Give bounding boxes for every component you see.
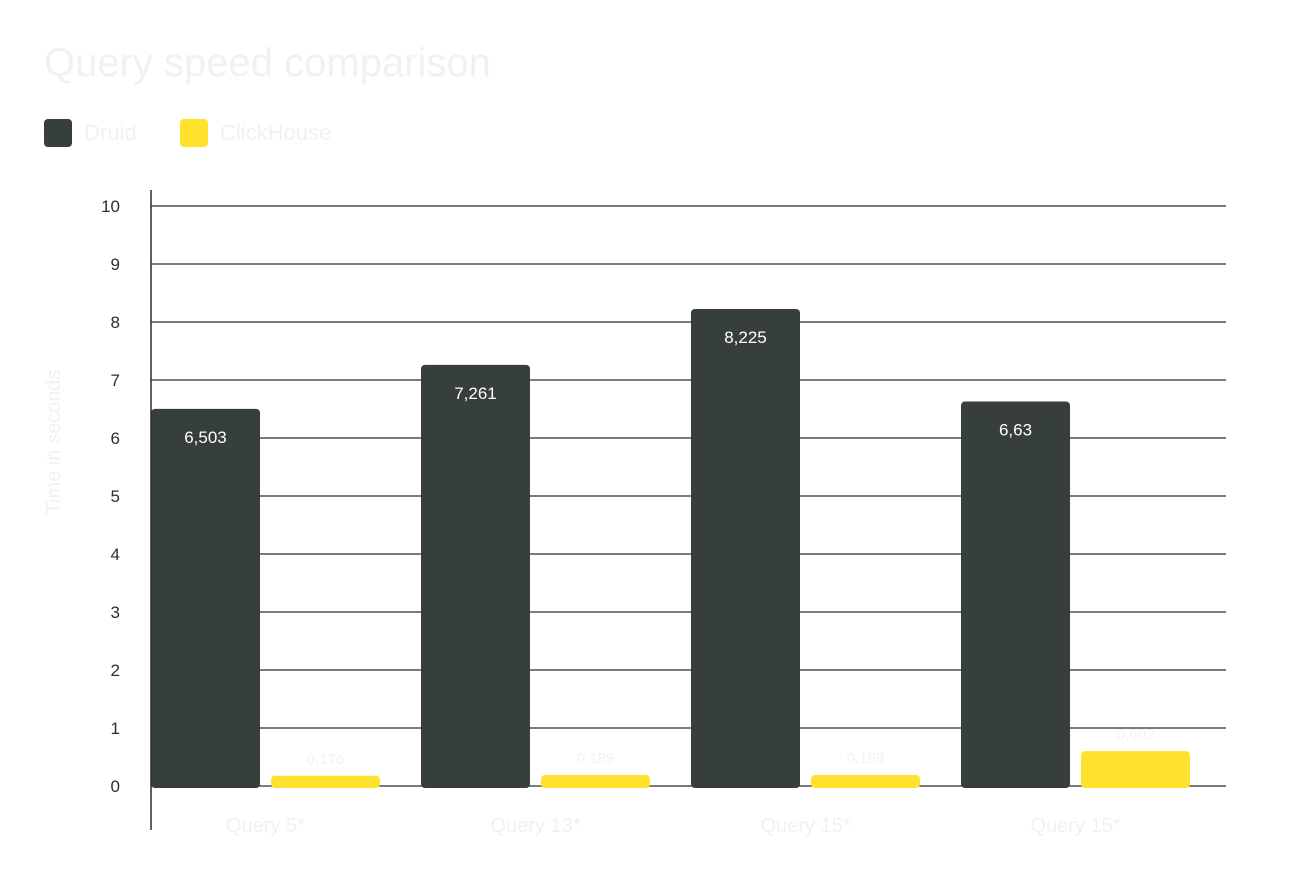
- data-label: 7,261: [454, 384, 497, 403]
- bar-druid: [961, 401, 1070, 788]
- data-label: 6,63: [999, 420, 1032, 439]
- x-tick-label: Query 5*: [226, 815, 305, 837]
- data-label: 0,189: [577, 750, 615, 767]
- bar-clickhouse: [271, 775, 380, 788]
- bars: [151, 308, 1190, 788]
- legend-swatch-druid: [44, 119, 72, 147]
- data-label: 0,176: [307, 751, 345, 768]
- y-tick-label: 8: [111, 313, 120, 332]
- x-tick-label: Query 15*: [760, 815, 850, 837]
- bar-druid: [691, 308, 800, 788]
- y-tick-label: 5: [111, 487, 120, 506]
- data-label: 6,503: [184, 428, 227, 447]
- legend-swatch-clickhouse: [180, 119, 208, 147]
- legend-label-druid: Druid: [84, 120, 137, 145]
- y-tick-label: 1: [111, 719, 120, 738]
- value-labels: 6,503 0,176 7,261 0,189 8,225 0,189 6,63 0,602: [184, 328, 1154, 768]
- bar-clickhouse: [811, 775, 920, 788]
- y-tick-labels: 0 1 2 3 4 5 6 7 8 9 10: [101, 197, 120, 796]
- bar-clickhouse: [1081, 751, 1190, 788]
- y-tick-label: 7: [111, 371, 120, 390]
- y-tick-label: 10: [101, 197, 120, 216]
- legend-label-clickhouse: ClickHouse: [220, 120, 331, 145]
- y-tick-label: 6: [111, 429, 120, 448]
- data-label: 0,602: [1117, 726, 1155, 743]
- bar-druid: [421, 364, 530, 788]
- data-label: 8,225: [724, 328, 767, 347]
- y-tick-label: 2: [111, 661, 120, 680]
- y-tick-label: 0: [111, 777, 120, 796]
- x-tick-label: Query 13*: [490, 815, 580, 837]
- x-tick-labels: Query 5* Query 13* Query 15* Query 15*: [226, 815, 1121, 837]
- gridlines: [151, 205, 1226, 787]
- legend: Druid ClickHouse: [44, 119, 331, 147]
- y-tick-label: 3: [111, 603, 120, 622]
- bar-druid: [151, 408, 260, 788]
- y-axis-label: Time in seconds: [43, 370, 65, 515]
- y-tick-label: 9: [111, 255, 120, 274]
- y-tick-label: 4: [111, 545, 120, 564]
- chart-title: Query speed comparison: [44, 41, 491, 85]
- x-tick-label: Query 15*: [1030, 815, 1120, 837]
- data-label: 0,189: [847, 750, 885, 767]
- bar-clickhouse: [541, 775, 650, 788]
